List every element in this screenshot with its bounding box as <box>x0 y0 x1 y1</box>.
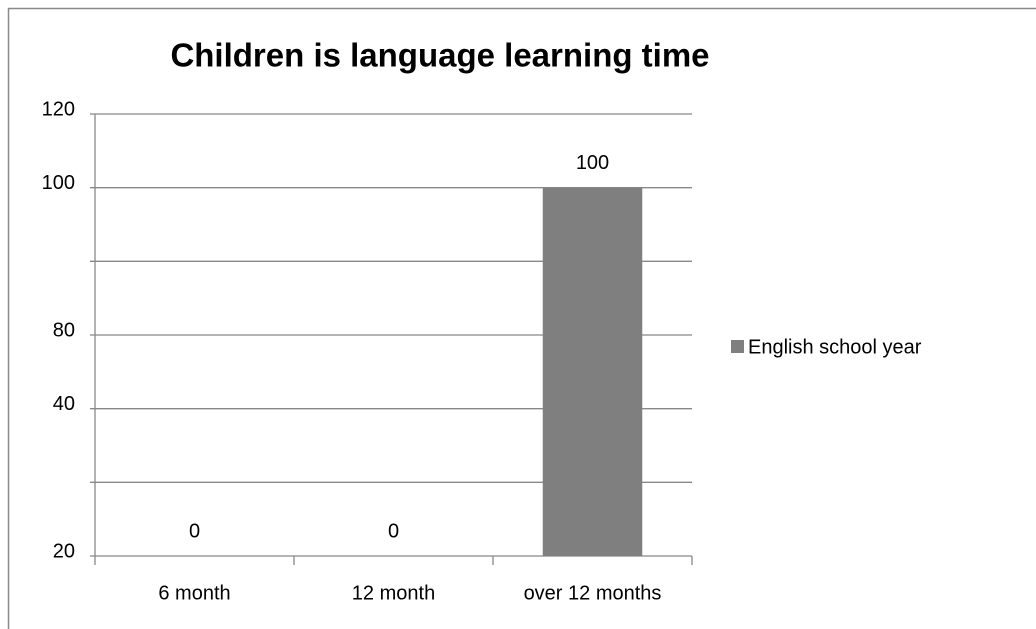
y-tick-label: 20 <box>53 540 75 562</box>
chart-frame <box>7 7 1036 629</box>
x-tick-label: over 12 months <box>524 582 662 604</box>
data-label: 100 <box>576 152 609 174</box>
data-label: 0 <box>189 520 200 542</box>
y-tick-label: 120 <box>42 98 75 120</box>
y-tick-label: 100 <box>42 172 75 194</box>
y-tick-label: 80 <box>53 319 75 341</box>
x-tick-label: 6 month <box>158 582 230 604</box>
y-tick-label: 40 <box>53 393 75 415</box>
data-label: 0 <box>388 520 399 542</box>
x-tick-label: 12 month <box>352 582 435 604</box>
legend-swatch <box>731 340 744 353</box>
bar <box>542 187 643 556</box>
chart-title: Children is language learning time <box>170 37 709 74</box>
legend-label: English school year <box>748 336 922 358</box>
